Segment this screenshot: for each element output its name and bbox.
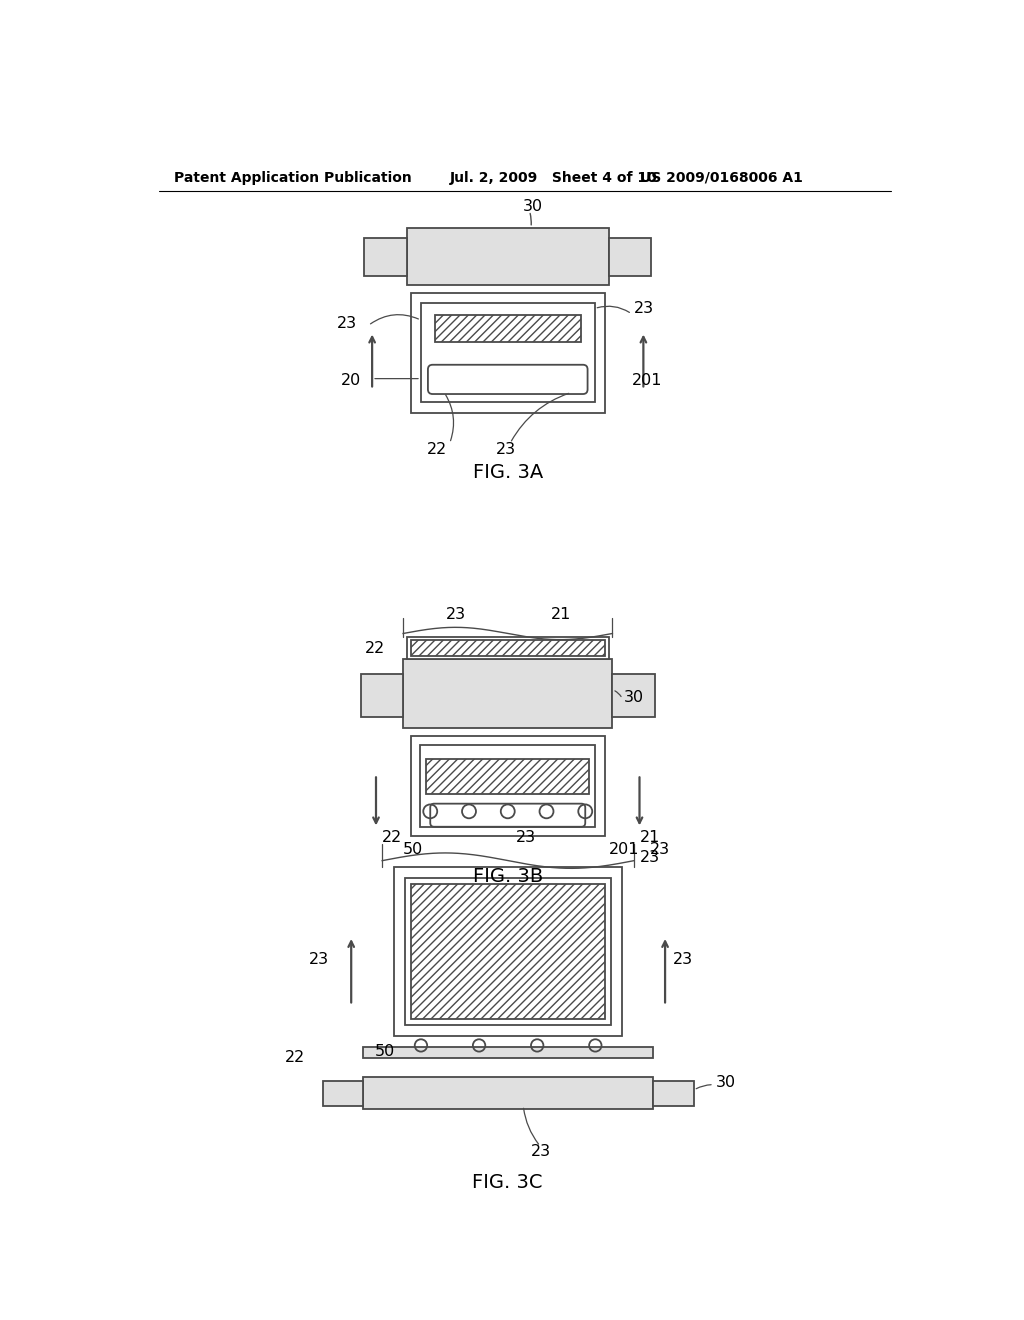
Text: 23: 23	[673, 952, 693, 966]
Text: 21: 21	[640, 830, 659, 845]
Bar	[612, 675, 655, 717]
FancyBboxPatch shape	[430, 804, 586, 826]
Bar	[608, 238, 651, 276]
Text: 23: 23	[445, 607, 466, 622]
Text: FIG. 3B: FIG. 3B	[473, 866, 543, 886]
Bar	[421, 304, 595, 403]
Bar	[360, 675, 403, 717]
Text: 22: 22	[286, 1051, 305, 1065]
Text: FIG. 3A: FIG. 3A	[473, 463, 543, 482]
Text: 23: 23	[531, 1144, 551, 1159]
Text: 23: 23	[515, 830, 536, 845]
Text: FIG. 3C: FIG. 3C	[472, 1173, 543, 1192]
Text: 30: 30	[716, 1074, 735, 1090]
Bar	[323, 1081, 362, 1106]
Text: Patent Application Publication: Patent Application Publication	[174, 170, 413, 185]
Text: 20: 20	[341, 372, 361, 388]
Text: 22: 22	[365, 640, 385, 656]
Text: US 2009/0168006 A1: US 2009/0168006 A1	[640, 170, 803, 185]
Bar	[653, 1081, 693, 1106]
Text: 22: 22	[426, 442, 446, 457]
Text: 22: 22	[382, 830, 402, 845]
Text: 21: 21	[550, 607, 570, 622]
FancyBboxPatch shape	[428, 364, 588, 395]
Bar	[365, 238, 407, 276]
Bar	[426, 759, 589, 793]
Bar	[362, 1047, 653, 1057]
Bar	[435, 314, 581, 342]
Text: 30: 30	[624, 690, 644, 705]
Text: 23: 23	[634, 301, 654, 315]
Bar	[394, 867, 623, 1036]
Bar	[362, 1077, 653, 1109]
Bar	[411, 737, 604, 836]
Text: 201: 201	[632, 372, 663, 388]
Text: Jul. 2, 2009   Sheet 4 of 10: Jul. 2, 2009 Sheet 4 of 10	[450, 170, 657, 185]
Text: 50: 50	[403, 842, 423, 858]
Text: 201: 201	[608, 842, 639, 858]
Text: 23: 23	[496, 442, 516, 457]
Bar	[403, 659, 612, 729]
Bar	[411, 640, 604, 656]
Text: 23: 23	[337, 317, 357, 331]
Text: 23: 23	[649, 842, 670, 858]
Text: 23: 23	[640, 850, 659, 865]
Text: 50: 50	[375, 1044, 394, 1059]
Bar	[407, 638, 608, 659]
Bar	[406, 878, 611, 1024]
Bar	[411, 884, 605, 1019]
Bar	[420, 744, 595, 826]
Bar	[411, 293, 604, 412]
Text: 23: 23	[308, 952, 329, 966]
Text: 30: 30	[523, 198, 544, 214]
Bar	[407, 227, 608, 285]
